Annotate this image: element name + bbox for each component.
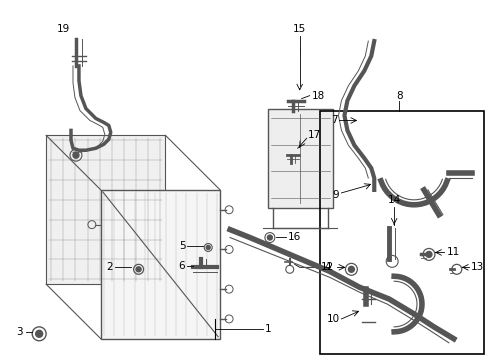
Circle shape	[136, 267, 141, 272]
Text: 11: 11	[447, 247, 460, 257]
Text: 12: 12	[321, 262, 335, 272]
Text: 15: 15	[293, 24, 306, 34]
Text: 3: 3	[17, 327, 23, 337]
Circle shape	[426, 251, 432, 257]
Text: 19: 19	[56, 24, 70, 34]
Bar	[319, 111, 484, 354]
Text: 7: 7	[331, 116, 338, 126]
Text: 4: 4	[324, 262, 331, 272]
Text: 17: 17	[308, 130, 321, 140]
Circle shape	[73, 152, 79, 158]
Bar	[268, 109, 333, 208]
Text: 16: 16	[288, 231, 301, 242]
Bar	[101, 190, 220, 339]
Circle shape	[348, 266, 354, 272]
Text: 18: 18	[312, 91, 325, 101]
Circle shape	[268, 235, 272, 240]
Text: 2: 2	[106, 262, 113, 272]
Text: 5: 5	[179, 242, 185, 252]
Text: 10: 10	[326, 314, 340, 324]
Circle shape	[206, 246, 210, 249]
Text: 9: 9	[333, 190, 340, 200]
Text: 6: 6	[179, 261, 185, 271]
Circle shape	[36, 330, 43, 337]
Bar	[46, 135, 166, 284]
Text: 1: 1	[265, 324, 271, 334]
Text: 14: 14	[388, 195, 401, 205]
Text: 8: 8	[396, 91, 402, 101]
Text: 13: 13	[471, 262, 484, 272]
